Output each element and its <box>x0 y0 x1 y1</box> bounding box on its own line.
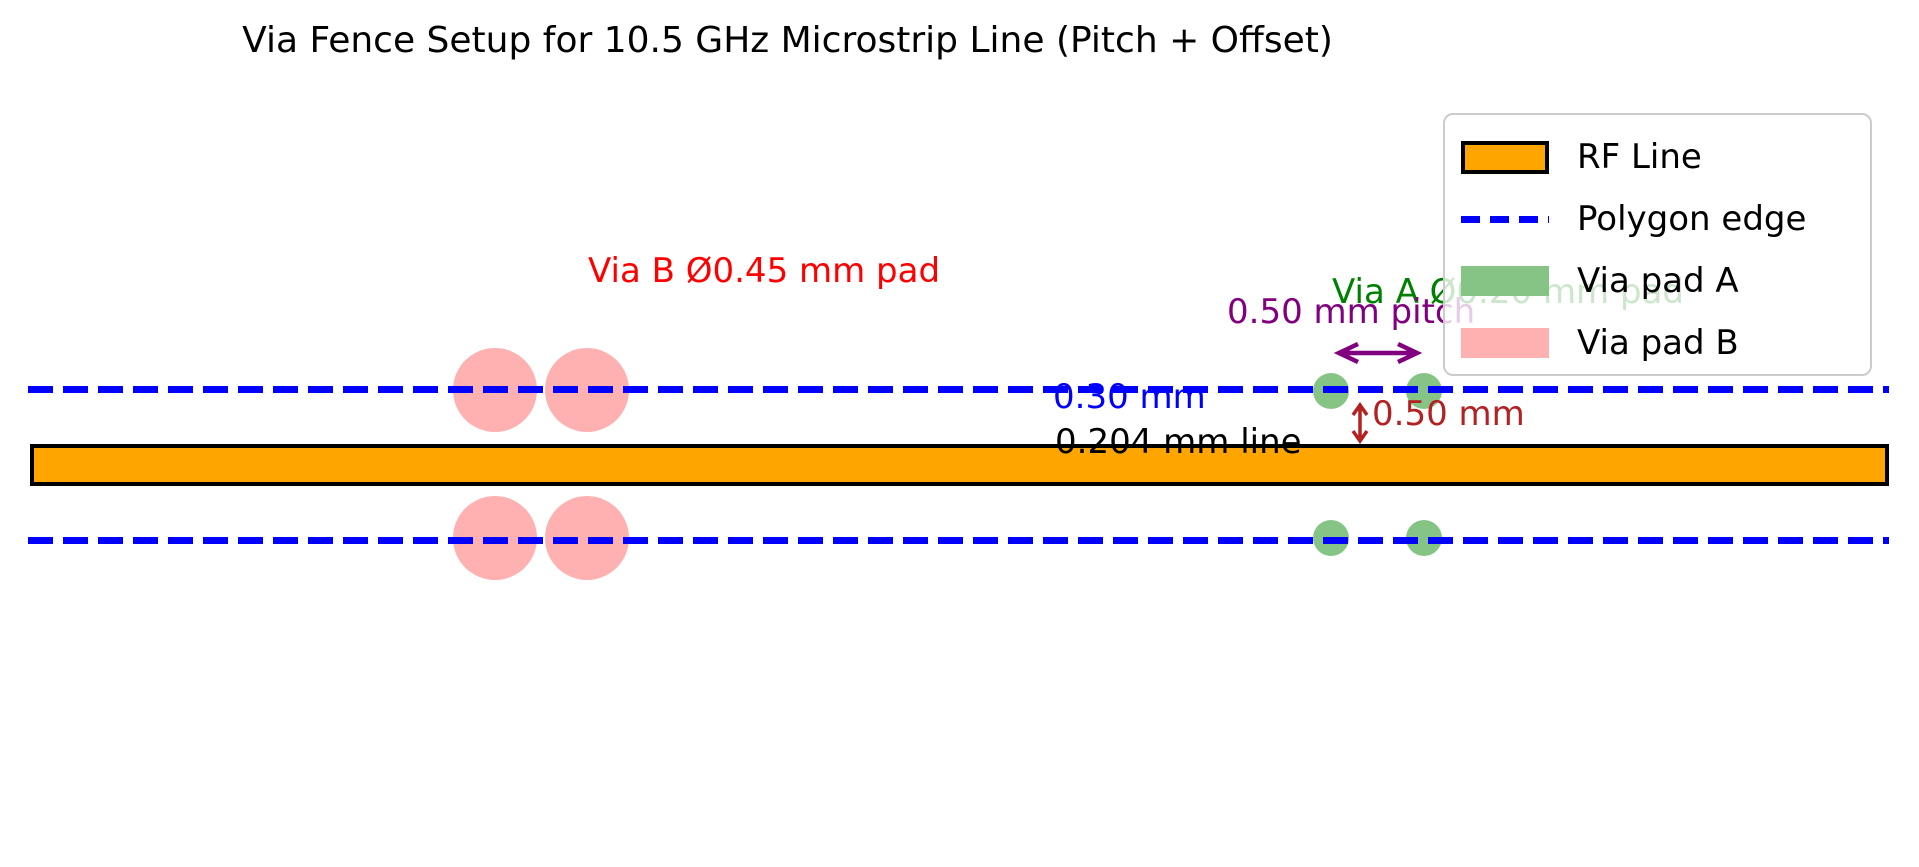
legend-item-via-pad-b: Via pad B <box>1461 312 1870 374</box>
legend-label: Via pad B <box>1577 323 1739 363</box>
via-b-annotation: Via B Ø0.45 mm pad <box>588 251 941 291</box>
legend-item-rf-line: RF Line <box>1461 126 1870 188</box>
polygon-edge-dashed-line <box>28 385 1889 393</box>
pitch-double-arrow-icon <box>1334 341 1422 365</box>
pitch-annotation: 0.50 mm pitch <box>1227 292 1476 332</box>
figure-title: Via Fence Setup for 10.5 GHz Microstrip … <box>242 20 1333 61</box>
rf-line-swatch-icon <box>1461 140 1549 174</box>
polygon-edge-dashed-line <box>28 536 1889 544</box>
line-width-annotation: 0.204 mm line <box>1055 422 1302 462</box>
legend-label: Polygon edge <box>1577 199 1807 239</box>
via-pad-a-swatch-icon <box>1461 266 1549 296</box>
edge-offset-annotation: 0.30 mm <box>1053 377 1206 417</box>
via-pad-b-swatch-icon <box>1461 328 1549 358</box>
offset-double-arrow-icon <box>1351 402 1369 444</box>
legend-item-polygon-edge: Polygon edge <box>1461 188 1870 250</box>
rf-line-bar <box>30 444 1889 486</box>
legend-label: RF Line <box>1577 137 1702 177</box>
legend-item-via-pad-a: Via pad A <box>1461 250 1870 312</box>
legend-label: Via pad A <box>1577 261 1739 301</box>
polygon-edge-swatch-icon <box>1461 215 1549 223</box>
legend-box: RF Line Polygon edge Via pad A Via pad B <box>1443 113 1872 376</box>
row-offset-annotation: 0.50 mm <box>1372 394 1525 434</box>
